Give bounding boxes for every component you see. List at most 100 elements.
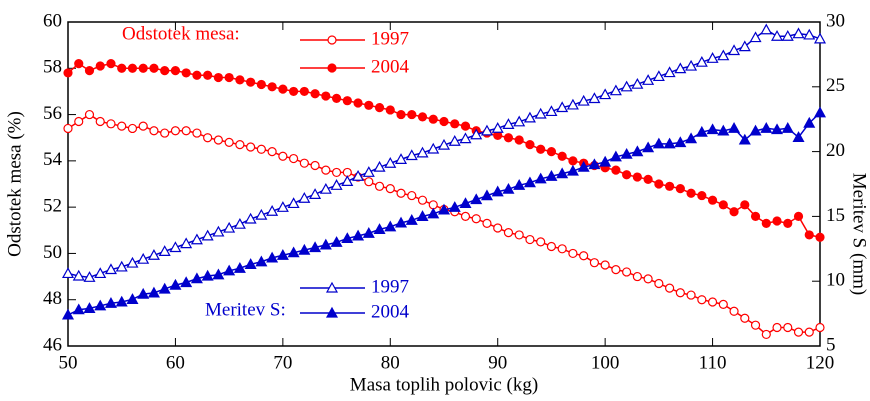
marker (115, 260, 128, 272)
marker (513, 115, 526, 127)
marker (771, 30, 784, 41)
marker (203, 70, 213, 80)
marker (321, 91, 331, 101)
marker (83, 302, 96, 314)
marker (427, 142, 440, 154)
marker (331, 167, 342, 178)
marker (224, 72, 234, 83)
marker (289, 153, 299, 164)
marker (235, 75, 245, 85)
marker (341, 175, 354, 187)
marker (233, 217, 246, 229)
marker (74, 59, 84, 69)
x-tick-label: 120 (806, 352, 835, 373)
marker (289, 86, 299, 97)
marker (309, 241, 322, 253)
marker (319, 182, 332, 194)
marker (460, 211, 471, 221)
marker (160, 128, 170, 138)
marker (675, 288, 685, 298)
marker (106, 59, 116, 69)
marker (771, 123, 784, 135)
marker (642, 141, 655, 153)
marker (106, 119, 116, 129)
marker (557, 244, 567, 254)
marker (149, 126, 159, 136)
marker (416, 146, 429, 158)
marker (224, 137, 234, 147)
marker (793, 327, 804, 337)
marker (793, 211, 804, 221)
x-tick-label: 100 (591, 352, 620, 373)
marker (654, 278, 664, 289)
marker (568, 156, 578, 166)
marker (384, 220, 397, 232)
marker (611, 165, 621, 175)
marker (459, 132, 472, 144)
plot-frame (67, 21, 821, 347)
marker (72, 269, 85, 281)
marker (138, 121, 148, 131)
marker (750, 320, 761, 330)
marker (654, 179, 664, 189)
marker (697, 190, 707, 201)
marker (686, 188, 696, 198)
legend-label: 2004 (371, 56, 410, 77)
marker (407, 190, 417, 201)
marker (588, 158, 601, 170)
marker (276, 201, 289, 212)
marker (503, 228, 514, 238)
marker (813, 106, 827, 118)
marker (804, 327, 814, 337)
marker (718, 200, 728, 210)
marker (374, 103, 385, 113)
marker (352, 169, 365, 181)
marker (706, 123, 719, 135)
marker (740, 313, 750, 323)
marker (342, 96, 352, 106)
marker (331, 93, 342, 103)
marker (450, 119, 460, 129)
marker (792, 131, 805, 142)
marker (127, 123, 138, 134)
marker (137, 287, 150, 299)
marker (728, 122, 741, 133)
marker (749, 31, 762, 43)
marker (685, 132, 698, 144)
marker (244, 212, 257, 224)
marker (781, 30, 794, 41)
marker (255, 255, 268, 267)
y2-tick-label: 20 (826, 140, 845, 161)
marker (663, 137, 676, 149)
marker (695, 55, 708, 67)
marker (502, 182, 515, 194)
marker (63, 68, 73, 78)
y2-tick-label: 30 (826, 10, 845, 31)
marker (417, 112, 428, 122)
marker (235, 140, 245, 150)
marker (525, 140, 535, 150)
marker (84, 109, 95, 120)
marker (697, 295, 707, 305)
marker (147, 286, 160, 298)
marker (213, 72, 223, 83)
marker (803, 116, 816, 128)
marker (256, 144, 266, 154)
marker (761, 329, 771, 340)
marker (482, 218, 492, 228)
marker (126, 256, 139, 268)
marker (523, 111, 536, 123)
marker (267, 82, 277, 92)
marker (233, 262, 246, 273)
marker (427, 207, 440, 219)
marker (707, 297, 718, 307)
marker (362, 227, 375, 238)
marker (287, 197, 300, 209)
marker (190, 233, 203, 245)
marker (632, 172, 642, 182)
marker (448, 134, 461, 146)
marker (95, 61, 105, 71)
marker (545, 169, 558, 181)
marker (255, 208, 268, 220)
marker (181, 126, 191, 136)
